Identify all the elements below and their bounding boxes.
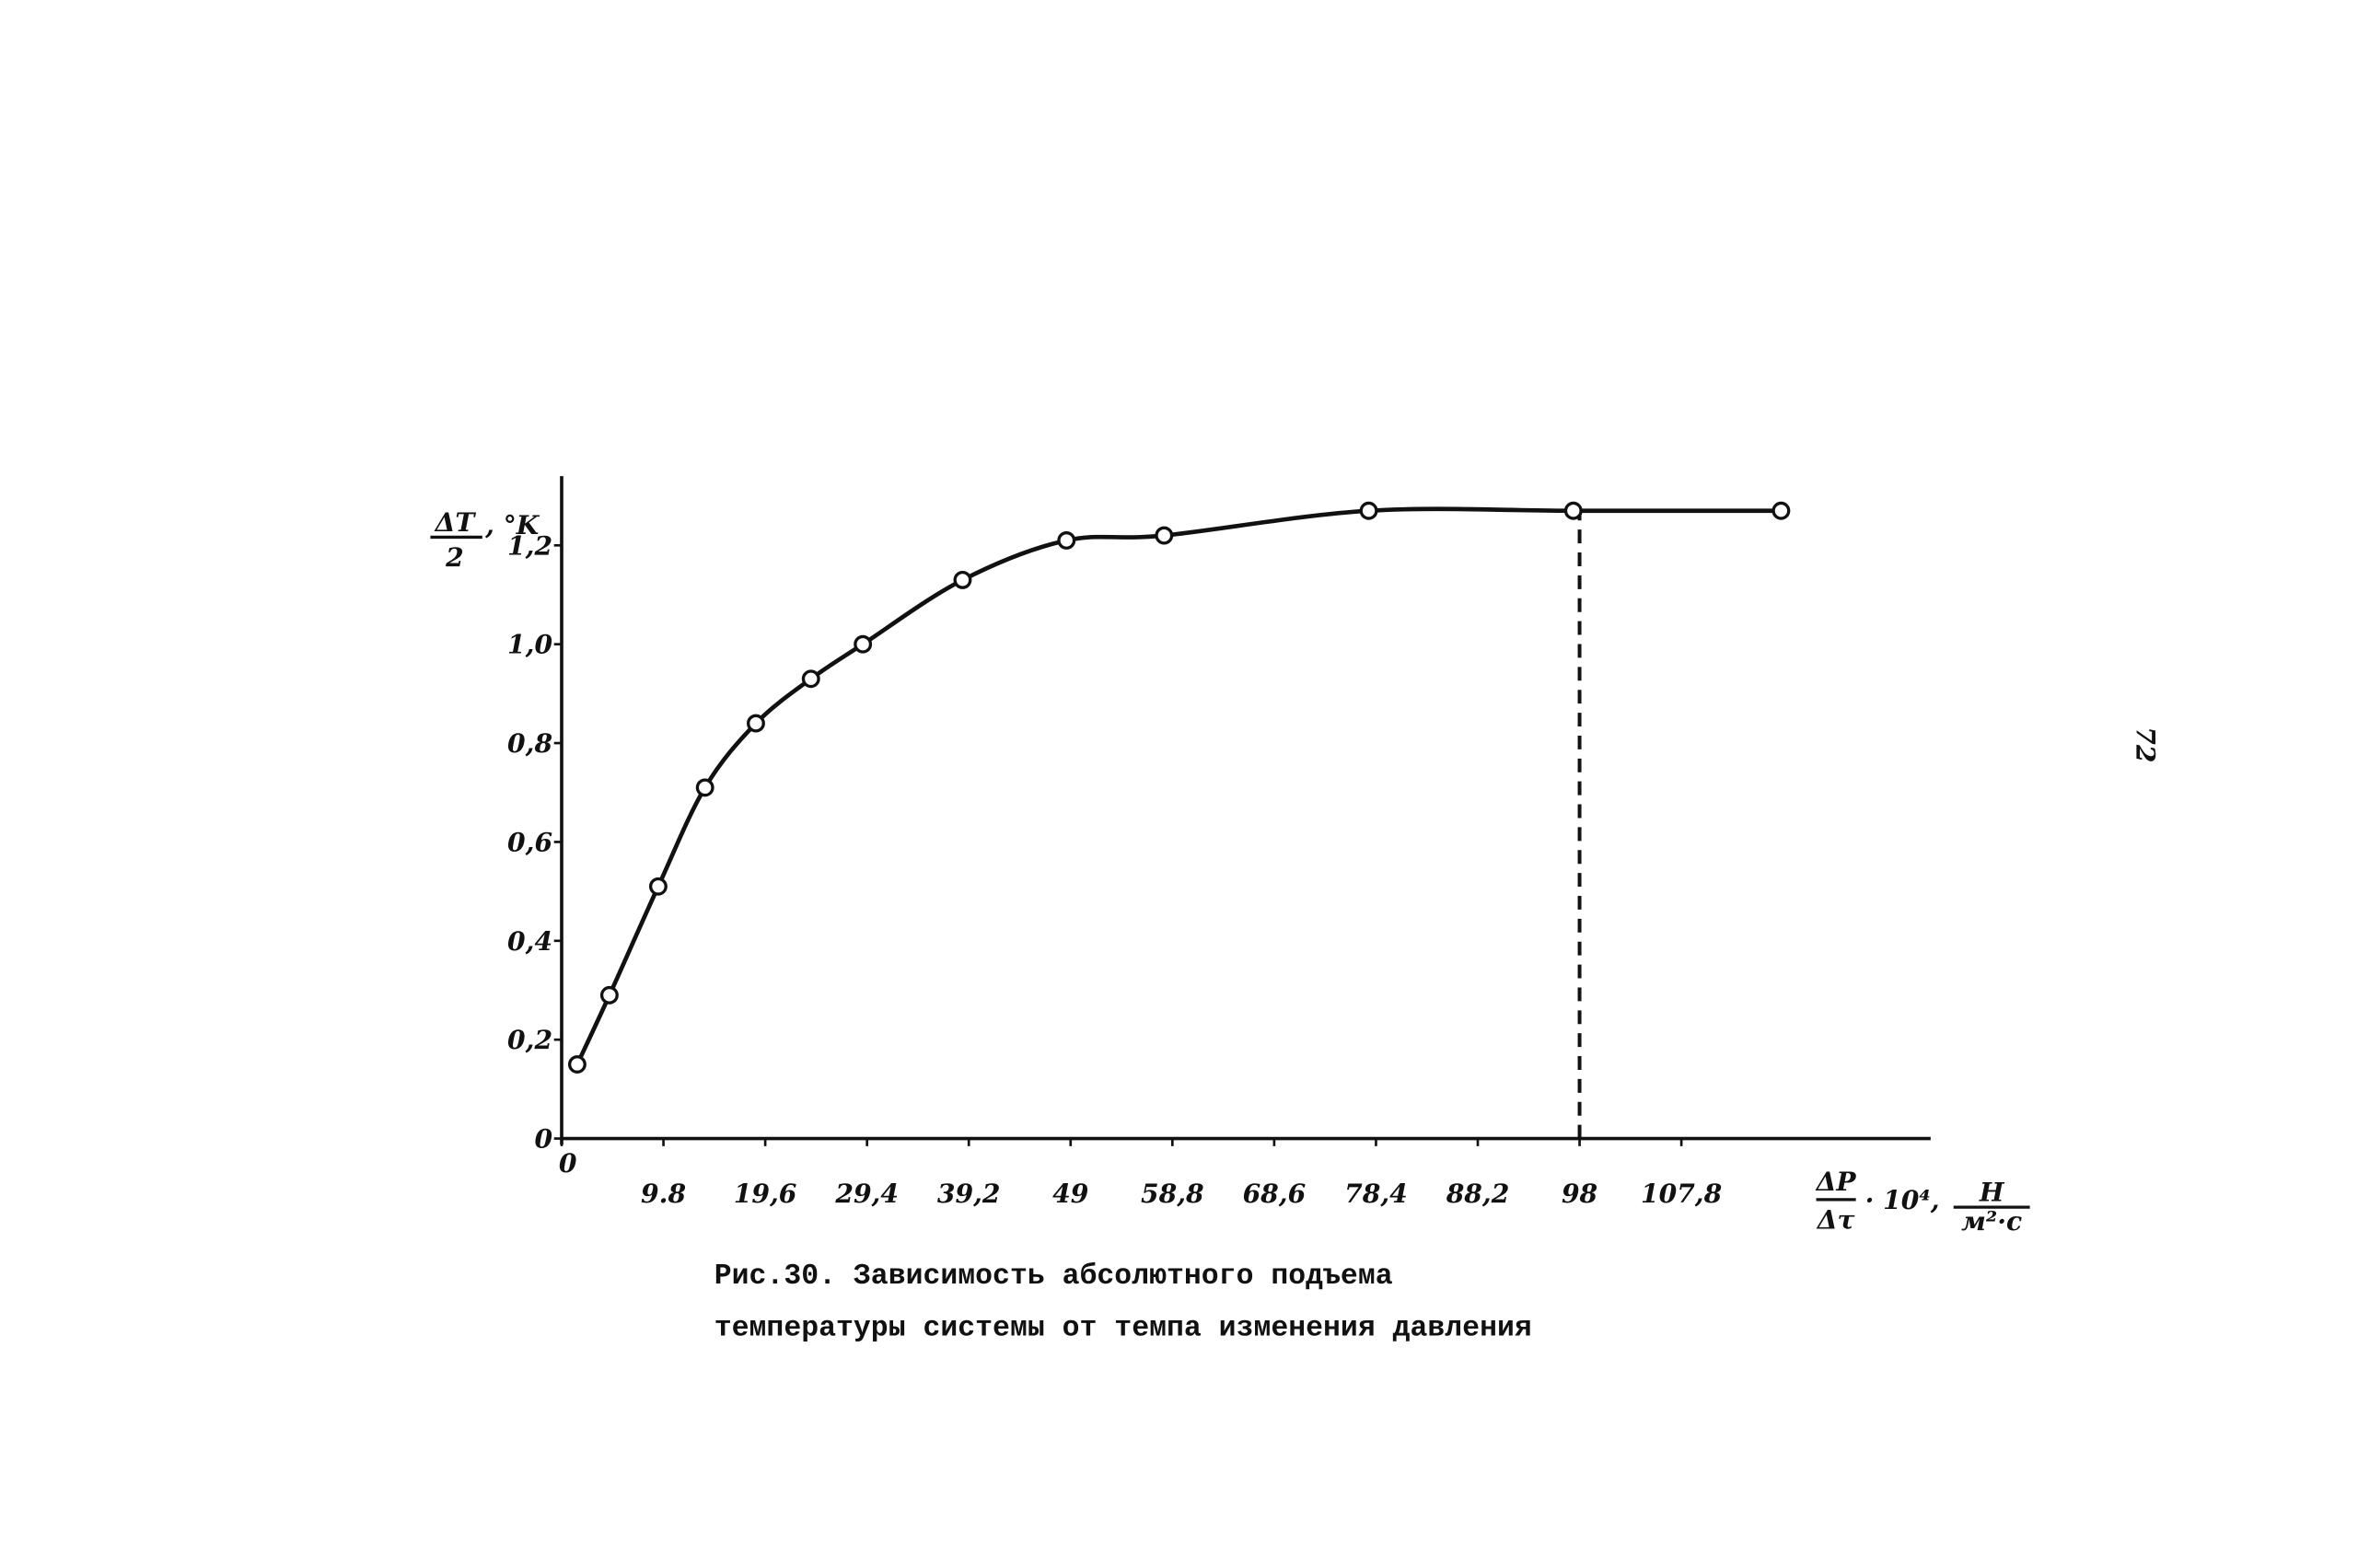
x-tick-label: 78,4: [1344, 1179, 1408, 1209]
x-tick-label: 107,8: [1641, 1179, 1722, 1209]
x-tick-label: 39,2: [937, 1179, 1001, 1209]
data-point: [747, 714, 765, 733]
x-tick-label: 0: [559, 1148, 577, 1179]
x-tick-label: 9.8: [641, 1179, 686, 1209]
data-point: [801, 669, 820, 689]
x-label-unit-denominator: м²·с: [1961, 1206, 2022, 1237]
y-tick-label: 0: [534, 1124, 552, 1155]
y-label-denominator: 2: [445, 542, 464, 573]
x-tick-label: 19,6: [734, 1179, 797, 1209]
data-point: [1563, 501, 1583, 520]
x-tick-label: 88,2: [1446, 1179, 1510, 1209]
x-label-factor: · 10⁴,: [1865, 1185, 1940, 1215]
data-point: [567, 1055, 587, 1074]
x-label-unit-numerator: Н: [1979, 1178, 2005, 1208]
data-point: [854, 634, 873, 654]
data-point: [1359, 501, 1378, 520]
x-tick-label: 68,6: [1243, 1179, 1307, 1209]
y-tick-label: 0,6: [507, 827, 552, 857]
y-tick-label: 0,8: [507, 728, 552, 759]
x-label-denominator: Δτ: [1816, 1204, 1855, 1235]
y-tick-label: 0,2: [507, 1025, 552, 1055]
x-tick-label: 98: [1562, 1179, 1597, 1209]
caption-line: температуры системы от темпа изменения д…: [714, 1312, 1532, 1344]
data-point: [695, 778, 714, 797]
x-tick-label: 58,8: [1141, 1179, 1204, 1209]
x-label-numerator: ΔP: [1815, 1167, 1857, 1197]
data-point: [1155, 526, 1174, 545]
y-tick-label: 0,4: [507, 926, 552, 957]
x-tick-label: 49: [1052, 1179, 1088, 1209]
data-point: [1057, 531, 1076, 550]
x-tick-label: 29,4: [834, 1179, 899, 1209]
data-point: [953, 570, 972, 589]
y-tick-label: 1,0: [507, 630, 552, 660]
data-point: [648, 877, 668, 896]
data-point: [1771, 501, 1791, 520]
page-number: 72: [2131, 726, 2161, 762]
y-label-numerator: ΔT: [434, 507, 477, 538]
caption-line: Рис.30. Зависимость абсолютного подъема: [714, 1260, 1393, 1293]
data-point: [599, 985, 619, 1005]
y-label-unit: , °K: [484, 510, 540, 540]
y-tick-label: 1,2: [507, 530, 552, 561]
